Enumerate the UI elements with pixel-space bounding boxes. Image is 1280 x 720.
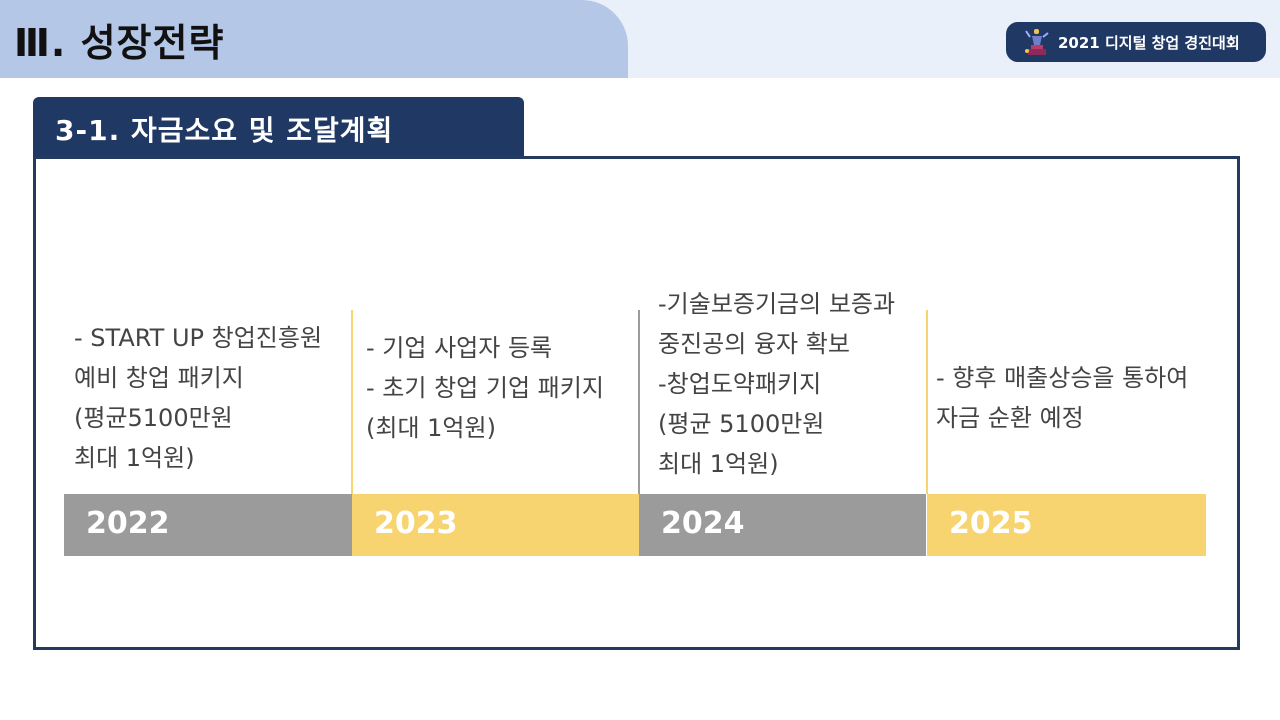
- desc-line: -창업도약패키지: [658, 370, 822, 398]
- section-title: 3-1. 자금소요 및 조달계획: [55, 114, 394, 147]
- desc-line: (최대 1억원): [366, 414, 496, 442]
- desc-line: - 초기 창업 기업 패키지: [366, 374, 604, 402]
- desc-line: 최대 1억원): [658, 450, 779, 478]
- desc-line: - 향후 매출상승을 통하여: [936, 364, 1189, 392]
- year-bar-2025: 2025: [927, 494, 1206, 556]
- desc-line: -기술보증기금의 보증과: [658, 290, 896, 318]
- year-label: 2024: [661, 506, 745, 541]
- timeline-desc-2023: - 기업 사업자 등록 - 초기 창업 기업 패키지 (최대 1억원): [366, 328, 604, 448]
- timeline-desc-2025: - 향후 매출상승을 통하여 자금 순환 예정: [936, 358, 1188, 438]
- timeline-desc-2022: - START UP 창업진흥원 예비 창업 패키지 (평균5100만원 최대 …: [74, 318, 322, 478]
- page-title: Ⅲ. 성장전략: [14, 21, 225, 65]
- desc-line: (평균 5100만원: [658, 410, 825, 438]
- section-tab: 3-1. 자금소요 및 조달계획: [33, 97, 524, 157]
- desc-line: 자금 순환 예정: [936, 404, 1084, 432]
- desc-line: (평균5100만원: [74, 404, 233, 432]
- year-bar-2022: 2022: [64, 494, 352, 556]
- desc-line: 최대 1억원): [74, 444, 195, 472]
- contest-badge: 2021 디지털 창업 경진대회: [1006, 22, 1266, 62]
- timeline-desc-2024: -기술보증기금의 보증과 중진공의 융자 확보 -창업도약패키지 (평균 510…: [658, 284, 895, 484]
- title-tab: Ⅲ. 성장전략: [0, 0, 628, 78]
- desc-line: - START UP 창업진흥원: [74, 324, 323, 352]
- year-label: 2022: [86, 506, 170, 541]
- divider-line-2025: [926, 310, 928, 494]
- content-box: [33, 156, 1240, 650]
- year-bar-2023: 2023: [352, 494, 639, 556]
- desc-line: 예비 창업 패키지: [74, 364, 244, 392]
- divider-line-2023: [351, 310, 353, 494]
- year-bar-2024: 2024: [639, 494, 926, 556]
- year-label: 2023: [374, 506, 458, 541]
- year-label: 2025: [949, 506, 1033, 541]
- contest-badge-text: 2021 디지털 창업 경진대회: [1058, 33, 1240, 52]
- trophy-figure-icon: [1025, 29, 1049, 55]
- divider-line-2024: [638, 310, 640, 494]
- desc-line: 중진공의 융자 확보: [658, 330, 850, 358]
- desc-line: - 기업 사업자 등록: [366, 334, 553, 362]
